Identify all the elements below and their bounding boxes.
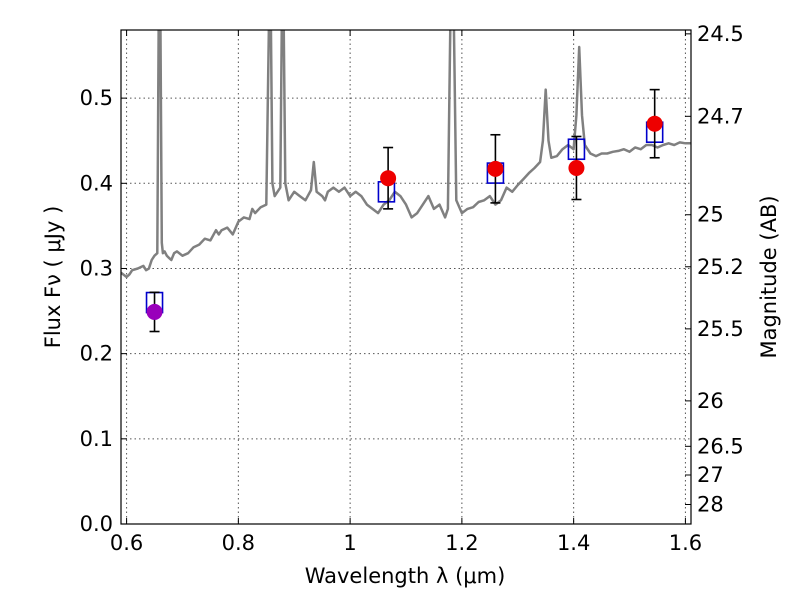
right-tick-label: 26	[697, 389, 724, 413]
observed-point	[487, 160, 504, 177]
right-tick-label: 27	[697, 463, 724, 487]
observed-point	[646, 115, 663, 132]
x-tick-label: 1.6	[669, 531, 702, 555]
x-tick-label: 1.2	[445, 531, 478, 555]
y-tick-label: 0.5	[80, 86, 113, 110]
x-tick-label: 1	[343, 531, 356, 555]
x-tick-label: 0.8	[222, 531, 255, 555]
x-axis-label: Wavelength λ (μm)	[305, 564, 506, 588]
y-tick-label: 0.2	[80, 342, 113, 366]
plot-area	[121, 30, 691, 279]
ticks: 0.6 0.8 1 1.2 1.4 1.6 0.0 0.1 0.2 0.3 0.4 0.5 24.5 24…	[80, 22, 744, 555]
y-tick-label: 0.4	[80, 171, 113, 195]
observed-point	[380, 170, 397, 187]
right-tick-label: 25.2	[697, 255, 744, 279]
x-tick-label: 0.6	[110, 531, 143, 555]
y-axis-label: Flux Fν ( μJy )	[41, 206, 65, 349]
y-tick-label: 0.3	[80, 256, 113, 280]
right-tick-label: 25	[697, 203, 724, 227]
right-tick-label: 24.5	[697, 22, 744, 46]
right-tick-label: 25.5	[697, 317, 744, 341]
markers	[145, 88, 664, 333]
spectrum-line	[121, 30, 691, 279]
observed-point	[568, 159, 585, 176]
observed-point	[146, 303, 163, 320]
right-tick-label: 28	[697, 492, 724, 516]
right-tick-label: 24.7	[697, 104, 744, 128]
x-tick-label: 1.4	[557, 531, 590, 555]
y-tick-label: 0.1	[80, 427, 113, 451]
plot-frame	[120, 29, 692, 525]
right-axis-label: Magnitude (AB)	[757, 195, 781, 358]
right-tick-label: 26.5	[697, 434, 744, 458]
y-tick-label: 0.0	[80, 512, 113, 536]
